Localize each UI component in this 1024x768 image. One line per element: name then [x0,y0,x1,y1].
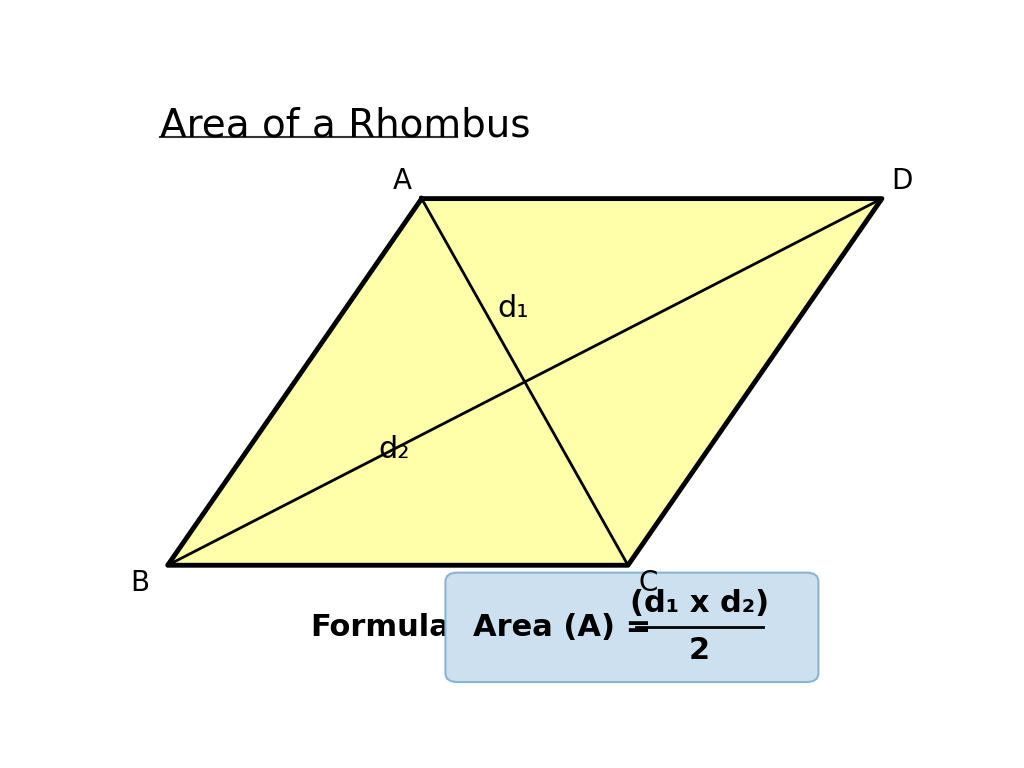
Text: B: B [130,569,150,597]
Text: Formula:: Formula: [310,613,463,642]
Text: (d₁ x d₂): (d₁ x d₂) [630,589,769,618]
Polygon shape [168,199,882,565]
Text: C: C [638,569,657,597]
Text: d₂: d₂ [378,435,410,465]
Text: D: D [891,167,912,195]
Text: Area of a Rhombus: Area of a Rhombus [160,107,530,145]
Text: Area (A) =: Area (A) = [473,613,663,642]
FancyBboxPatch shape [445,573,818,682]
Text: d₁: d₁ [497,293,528,323]
Text: A: A [392,167,412,195]
Text: 2: 2 [689,637,710,666]
